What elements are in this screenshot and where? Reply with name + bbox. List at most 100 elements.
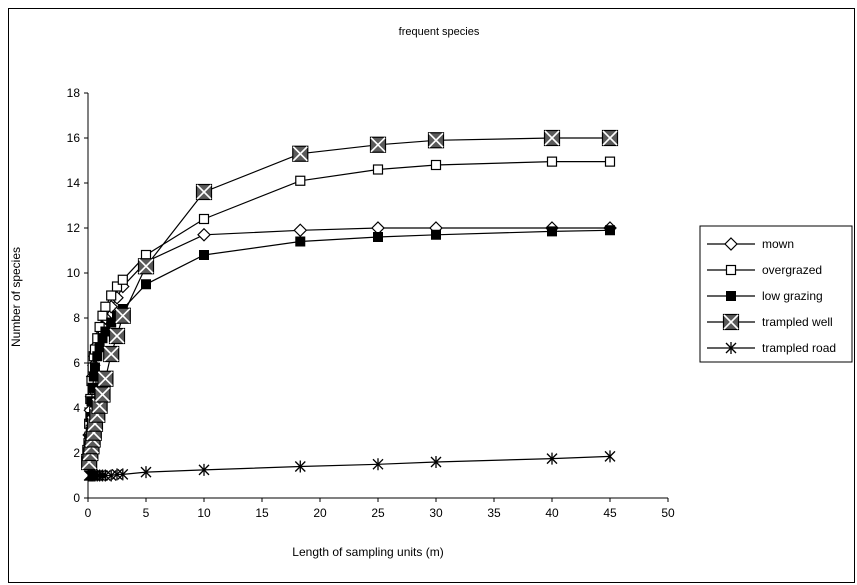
legend-marker — [724, 237, 738, 251]
y-tick-label: 16 — [67, 131, 81, 145]
legend-item: trampled road — [707, 341, 836, 355]
data-point — [543, 129, 561, 147]
data-point — [372, 458, 384, 471]
y-tick-label: 4 — [73, 401, 80, 415]
data-point — [111, 281, 123, 292]
data-point — [604, 450, 616, 463]
data-point — [292, 145, 309, 162]
y-tick-label: 8 — [73, 311, 80, 325]
x-axis-label: Length of sampling units (m) — [292, 545, 443, 559]
data-point — [97, 370, 114, 387]
data-point — [369, 136, 387, 153]
data-point — [293, 223, 308, 238]
data-point — [97, 310, 108, 321]
data-point — [427, 132, 445, 149]
data-point — [198, 463, 210, 476]
legend-label: mown — [762, 237, 794, 251]
data-point — [195, 183, 213, 201]
data-point — [197, 227, 211, 242]
data-point — [546, 452, 558, 465]
legend-marker — [722, 313, 740, 331]
data-point — [94, 386, 111, 403]
data-point — [114, 307, 131, 324]
x-tick-label: 50 — [661, 506, 675, 520]
y-axis-label: Number of species — [9, 247, 23, 347]
legend-label: trampled road — [762, 341, 836, 355]
data-point — [89, 362, 100, 373]
x-tick-label: 45 — [603, 506, 617, 520]
data-point — [199, 250, 209, 260]
x-tick-label: 35 — [487, 506, 501, 520]
data-point — [430, 456, 442, 468]
data-point — [605, 225, 615, 236]
data-point — [141, 279, 151, 290]
series-line — [88, 161, 610, 424]
data-point — [430, 159, 442, 171]
series-trampled-road — [83, 450, 616, 482]
data-point — [547, 226, 557, 237]
data-point — [546, 156, 558, 167]
y-tick-label: 2 — [73, 446, 80, 460]
legend-marker — [726, 291, 736, 301]
x-tick-label: 30 — [429, 506, 443, 520]
data-point — [140, 249, 152, 261]
y-tick-label: 0 — [73, 491, 80, 505]
y-tick-label: 6 — [73, 356, 80, 370]
plot-area — [81, 129, 619, 482]
series-line — [88, 227, 610, 436]
x-tick-label: 5 — [143, 506, 150, 520]
data-point — [92, 351, 103, 362]
data-point — [94, 342, 105, 353]
data-point — [198, 213, 210, 225]
y-tick-label: 10 — [67, 266, 81, 280]
legend-label: overgrazed — [762, 263, 822, 277]
legend-item: overgrazed — [707, 263, 822, 277]
data-point — [137, 258, 155, 275]
legend-item: trampled well — [707, 313, 833, 331]
legend-label: low grazing — [762, 289, 823, 303]
data-point — [117, 468, 129, 481]
data-point — [372, 164, 384, 175]
series-line — [88, 137, 610, 463]
chart-title: frequent species — [399, 26, 480, 38]
data-point — [108, 327, 126, 345]
y-tick-label: 18 — [67, 86, 81, 100]
x-tick-label: 40 — [545, 506, 559, 520]
x-tick-label: 0 — [85, 506, 92, 520]
series-low-grazing — [84, 225, 615, 443]
x-tick-label: 20 — [313, 506, 327, 520]
x-tick-label: 10 — [197, 506, 211, 520]
series-line — [89, 455, 611, 477]
x-tick-label: 15 — [255, 506, 269, 520]
data-point — [604, 156, 616, 167]
data-point — [140, 466, 152, 479]
data-point — [100, 326, 111, 337]
data-point — [294, 460, 306, 473]
data-point — [91, 469, 103, 482]
data-point — [295, 175, 306, 186]
data-point — [431, 229, 441, 240]
legend-box — [699, 225, 853, 363]
legend-label: trampled well — [762, 315, 833, 329]
series-line — [88, 229, 611, 438]
legend: mown overgrazed low grazing trampled well tr… — [707, 237, 836, 355]
data-point — [100, 301, 111, 312]
data-point — [601, 129, 619, 147]
x-tick-label: 25 — [371, 506, 385, 520]
data-point — [295, 236, 306, 247]
y-tick-label: 12 — [67, 221, 81, 235]
legend-marker — [725, 342, 737, 354]
data-point — [106, 290, 117, 301]
legend-item: mown — [707, 237, 794, 251]
y-tick-label: 14 — [67, 176, 81, 190]
data-point — [117, 274, 128, 285]
data-point — [103, 345, 120, 363]
series-mown — [82, 221, 617, 442]
legend-marker — [725, 264, 737, 276]
data-point — [88, 371, 99, 382]
series-overgrazed — [84, 156, 616, 429]
series-trampled-well — [81, 129, 619, 471]
data-point — [373, 232, 383, 242]
legend-item: low grazing — [707, 289, 823, 303]
